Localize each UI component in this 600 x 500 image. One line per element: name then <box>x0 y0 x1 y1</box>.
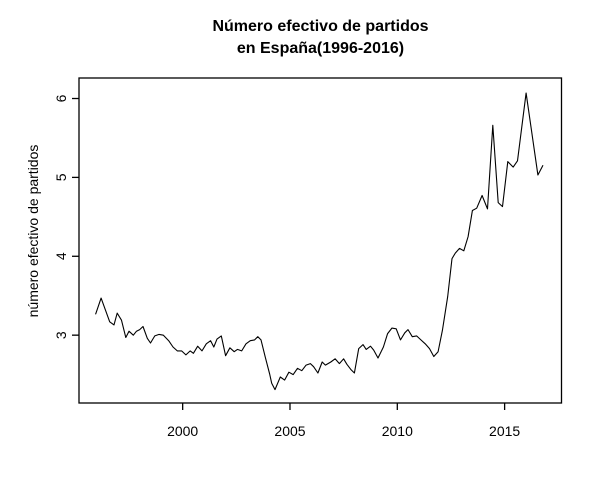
x-axis-tick-label: 2015 <box>489 423 520 439</box>
y-axis-tick-label: 4 <box>53 252 69 260</box>
chart-title-line-1: Número efectivo de partidos <box>212 18 429 35</box>
y-axis-tick-label: 3 <box>53 331 69 339</box>
x-axis-tick-label: 2000 <box>167 423 198 439</box>
plot-box <box>78 77 563 404</box>
chart-title: Número efectivo de partidos en España(19… <box>79 16 562 60</box>
y-axis-tick-label: 5 <box>53 173 69 181</box>
x-axis-tick-label: 2005 <box>274 423 305 439</box>
chart-title-line-2: en España(1996-2016) <box>236 40 405 57</box>
x-axis-tick-label: 2010 <box>382 423 413 439</box>
y-axis-tick-label: 6 <box>53 94 69 102</box>
data-line <box>95 92 544 391</box>
